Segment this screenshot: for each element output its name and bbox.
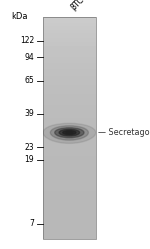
Ellipse shape [63, 130, 76, 134]
Text: 94: 94 [24, 53, 34, 62]
Text: 23: 23 [24, 143, 34, 152]
Text: 122: 122 [20, 36, 34, 45]
Text: βTC-6: βTC-6 [69, 0, 92, 12]
Ellipse shape [55, 128, 84, 138]
Bar [43, 17, 96, 239]
Ellipse shape [50, 126, 88, 140]
Ellipse shape [43, 123, 96, 143]
Text: 65: 65 [24, 76, 34, 85]
Text: 39: 39 [24, 109, 34, 118]
Text: kDa: kDa [11, 12, 28, 21]
Ellipse shape [66, 131, 73, 133]
Text: — Secretagogin: — Secretagogin [98, 128, 150, 137]
Ellipse shape [59, 129, 80, 136]
Text: 7: 7 [29, 219, 34, 228]
Text: 19: 19 [24, 155, 34, 164]
